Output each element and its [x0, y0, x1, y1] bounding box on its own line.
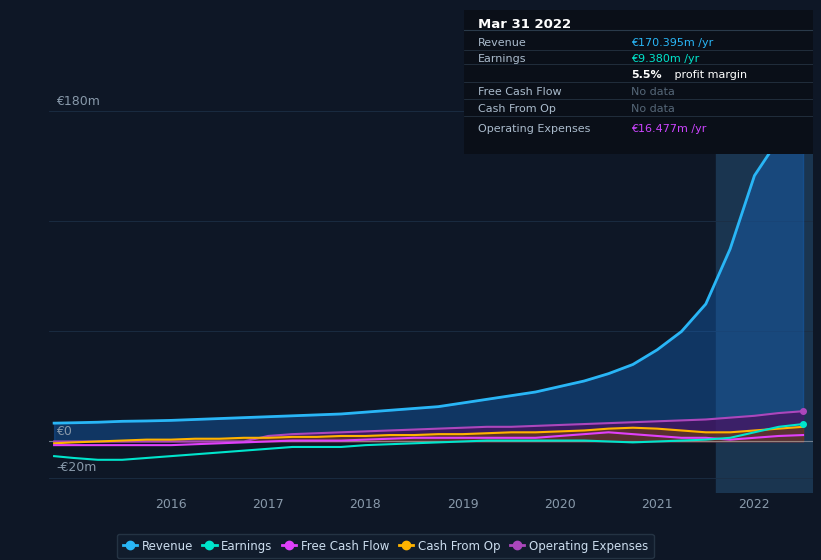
Text: Free Cash Flow: Free Cash Flow: [478, 87, 562, 97]
Legend: Revenue, Earnings, Free Cash Flow, Cash From Op, Operating Expenses: Revenue, Earnings, Free Cash Flow, Cash …: [117, 534, 654, 558]
Text: profit margin: profit margin: [672, 69, 748, 80]
Text: €16.477m /yr: €16.477m /yr: [631, 124, 707, 134]
Text: Cash From Op: Cash From Op: [478, 104, 556, 114]
Text: €180m: €180m: [56, 95, 100, 108]
Text: €170.395m /yr: €170.395m /yr: [631, 38, 713, 48]
Text: Mar 31 2022: Mar 31 2022: [478, 18, 571, 31]
Text: €9.380m /yr: €9.380m /yr: [631, 54, 699, 64]
Text: €0: €0: [56, 425, 72, 438]
Text: Earnings: Earnings: [478, 54, 526, 64]
Text: Revenue: Revenue: [478, 38, 526, 48]
Text: No data: No data: [631, 87, 675, 97]
Text: Operating Expenses: Operating Expenses: [478, 124, 590, 134]
Text: -€20m: -€20m: [56, 461, 96, 474]
Text: 5.5%: 5.5%: [631, 69, 662, 80]
Text: No data: No data: [631, 104, 675, 114]
Bar: [716, 84, 813, 493]
